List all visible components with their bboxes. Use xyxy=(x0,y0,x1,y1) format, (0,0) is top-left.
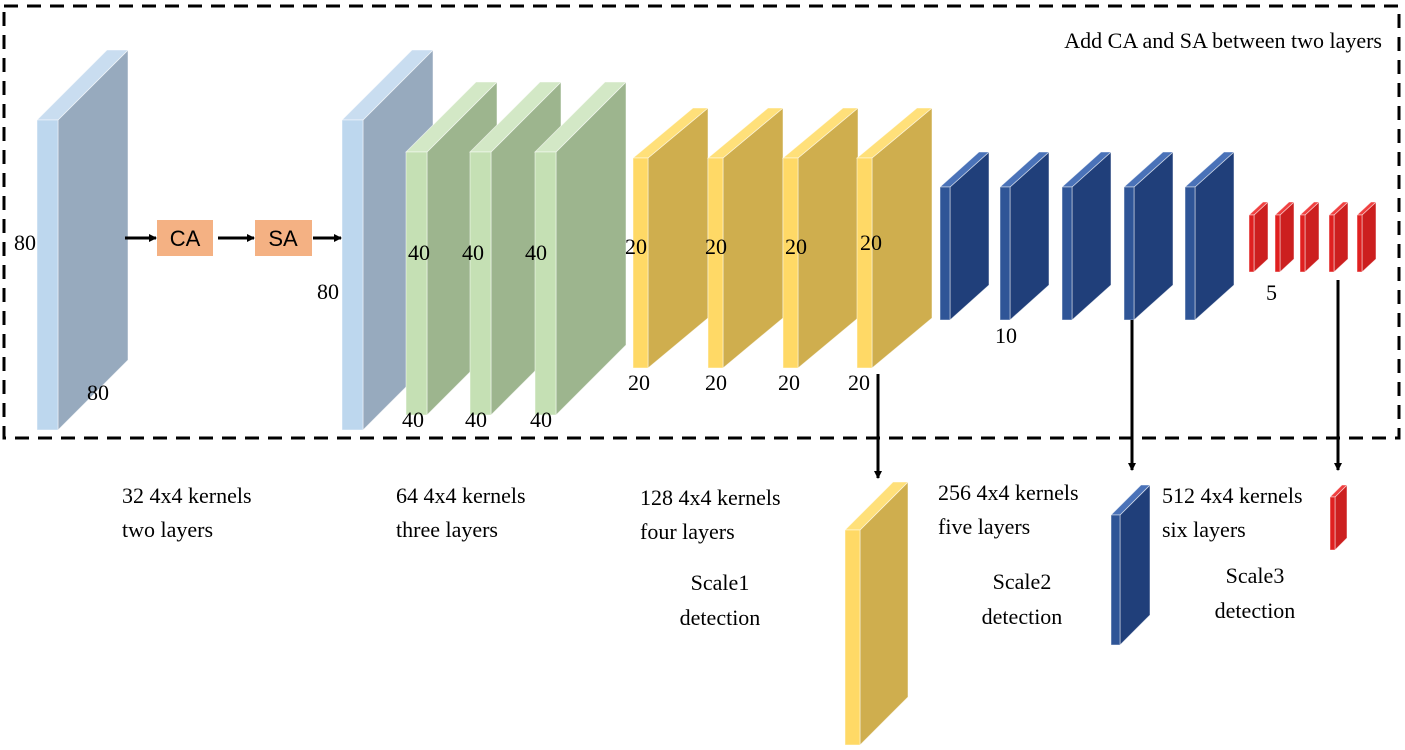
feature-map-stage4 xyxy=(1060,151,1113,321)
scale2-label: Scale2 xyxy=(993,569,1052,594)
feature-map-stage3 xyxy=(631,107,710,369)
dim-stage4: 10 xyxy=(995,323,1017,348)
dim-stage2: 40 xyxy=(465,407,487,432)
dim-stage2: 40 xyxy=(530,407,552,432)
block-front-face xyxy=(1061,186,1073,321)
block-front-face xyxy=(36,119,59,431)
sa-label: SA xyxy=(268,226,298,251)
feature-map-blocks xyxy=(36,49,1378,746)
block-front-face xyxy=(341,119,364,431)
dim-stage3: 20 xyxy=(705,370,727,395)
stage5-layers: six layers xyxy=(1162,517,1246,542)
scale1-output-map xyxy=(844,481,909,746)
block-front-face xyxy=(1328,214,1335,273)
dim-stage3: 20 xyxy=(848,370,870,395)
stage1-kernels: 32 4x4 kernels xyxy=(122,483,252,508)
dim-stage5: 5 xyxy=(1266,280,1277,305)
stage1-layers: two layers xyxy=(122,517,213,542)
attention-region-dashed-box xyxy=(2,4,1401,440)
feature-map-stage4 xyxy=(1122,151,1175,321)
block-front-face xyxy=(1110,514,1121,646)
feature-map-stage3 xyxy=(781,107,860,369)
block-front-face xyxy=(405,151,428,416)
diagram-title: Add CA and SA between two layers xyxy=(1064,28,1382,53)
feature-map-stage4 xyxy=(1183,151,1236,321)
scale1-detection: detection xyxy=(680,605,761,630)
dim-stage3: 20 xyxy=(785,234,807,259)
scale1-label: Scale1 xyxy=(691,570,750,595)
feature-map-stage5 xyxy=(1327,201,1350,273)
block-front-face xyxy=(844,529,861,746)
scale3-output-map xyxy=(1329,484,1348,551)
stage4-kernels: 256 4x4 kernels xyxy=(938,480,1079,505)
block-front-face xyxy=(1184,186,1196,321)
ca-box xyxy=(157,220,213,256)
dim-stage3: 20 xyxy=(628,370,650,395)
block-front-face xyxy=(856,157,873,369)
block-front-face xyxy=(1248,214,1255,273)
ca-label: CA xyxy=(170,226,201,251)
dim-stage2: 40 xyxy=(408,240,430,265)
stage2-layers: three layers xyxy=(396,517,498,542)
feature-map-stage3 xyxy=(855,107,934,369)
block-front-face xyxy=(939,186,951,321)
feature-map-stage3 xyxy=(706,107,785,369)
stage5-kernels: 512 4x4 kernels xyxy=(1162,483,1303,508)
block-front-face xyxy=(534,151,557,416)
dim-stage3: 20 xyxy=(860,230,882,255)
scale2-output-map xyxy=(1110,484,1151,646)
stage3-layers: four layers xyxy=(640,519,735,544)
sa-box xyxy=(255,220,312,256)
stage2-kernels: 64 4x4 kernels xyxy=(396,483,526,508)
feature-map-stage5 xyxy=(1298,201,1321,273)
feature-map-stage1 xyxy=(36,49,129,431)
feature-map-stage4 xyxy=(998,151,1051,321)
dim-attn-output: 80 xyxy=(317,279,339,304)
dim-stage3: 20 xyxy=(625,234,647,259)
block-front-face xyxy=(1274,214,1281,273)
scale2-detection: detection xyxy=(982,604,1063,629)
scale3-detection: detection xyxy=(1215,598,1296,623)
block-front-face xyxy=(707,157,724,369)
feature-map-stage4 xyxy=(938,151,991,321)
dim-input-width: 80 xyxy=(87,380,109,405)
stage3-kernels: 128 4x4 kernels xyxy=(640,485,781,510)
block-front-face xyxy=(1356,214,1363,273)
block-front-face xyxy=(469,151,492,416)
block-front-face xyxy=(999,186,1011,321)
dim-stage2: 40 xyxy=(525,240,547,265)
dim-stage3: 20 xyxy=(778,370,800,395)
scale3-label: Scale3 xyxy=(1226,563,1285,588)
dim-stage2: 40 xyxy=(402,407,424,432)
stage4-layers: five layers xyxy=(938,514,1030,539)
feature-map-stage5 xyxy=(1355,201,1378,273)
block-front-face xyxy=(632,157,649,369)
feature-map-stage5 xyxy=(1273,201,1296,273)
block-front-face xyxy=(1123,186,1135,321)
dim-input-height: 80 xyxy=(14,230,36,255)
block-front-face xyxy=(782,157,799,369)
dim-stage3: 20 xyxy=(705,234,727,259)
block-front-face xyxy=(1299,214,1306,273)
dim-stage2: 40 xyxy=(462,240,484,265)
feature-map-stage2 xyxy=(534,81,627,416)
feature-map-stage5 xyxy=(1247,201,1270,273)
block-front-face xyxy=(1329,496,1336,551)
